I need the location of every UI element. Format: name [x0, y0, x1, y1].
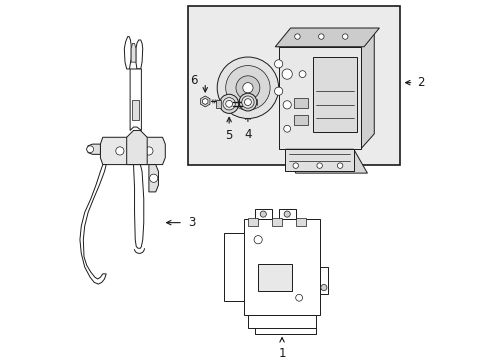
Circle shape	[292, 163, 298, 168]
Bar	[254, 209, 271, 219]
Circle shape	[244, 99, 251, 105]
Circle shape	[295, 294, 302, 301]
Circle shape	[283, 101, 291, 109]
Circle shape	[316, 163, 322, 168]
Circle shape	[225, 100, 232, 107]
Polygon shape	[285, 149, 366, 173]
Bar	[278, 47, 360, 149]
Bar	[293, 115, 307, 125]
Circle shape	[241, 96, 254, 108]
Text: 5: 5	[225, 130, 232, 143]
Bar	[319, 267, 327, 294]
Polygon shape	[126, 130, 147, 165]
Bar	[132, 100, 139, 120]
Polygon shape	[86, 144, 100, 154]
Bar	[278, 209, 295, 219]
Polygon shape	[80, 165, 106, 284]
Text: 6: 6	[190, 75, 197, 87]
Circle shape	[149, 174, 158, 183]
Polygon shape	[202, 98, 207, 104]
Bar	[247, 315, 316, 328]
Circle shape	[274, 87, 282, 95]
Polygon shape	[275, 28, 379, 47]
Polygon shape	[360, 31, 373, 149]
Bar	[244, 219, 319, 315]
Polygon shape	[124, 37, 131, 69]
Bar	[188, 6, 399, 165]
Circle shape	[299, 71, 305, 77]
Bar	[216, 100, 221, 108]
Bar	[285, 149, 353, 171]
Polygon shape	[133, 165, 143, 248]
Circle shape	[294, 34, 300, 39]
Bar	[224, 233, 271, 301]
Circle shape	[236, 76, 259, 100]
Circle shape	[144, 147, 153, 155]
Bar	[295, 217, 305, 226]
Polygon shape	[148, 165, 158, 192]
Text: 1: 1	[278, 347, 285, 360]
Circle shape	[129, 147, 137, 155]
Circle shape	[283, 125, 290, 132]
Polygon shape	[136, 40, 142, 69]
Text: 3: 3	[188, 216, 195, 229]
Polygon shape	[200, 96, 209, 107]
Circle shape	[284, 211, 290, 217]
Circle shape	[217, 57, 278, 118]
Circle shape	[337, 163, 342, 168]
Polygon shape	[130, 69, 141, 130]
Bar	[312, 57, 356, 132]
Bar	[271, 217, 282, 226]
Bar	[258, 264, 292, 291]
Polygon shape	[100, 137, 165, 165]
Bar	[293, 98, 307, 108]
Circle shape	[239, 93, 256, 111]
Circle shape	[219, 94, 238, 113]
Circle shape	[223, 98, 235, 110]
Circle shape	[225, 66, 269, 110]
Circle shape	[274, 60, 282, 68]
Circle shape	[282, 69, 292, 79]
Polygon shape	[131, 43, 136, 62]
Circle shape	[116, 147, 124, 155]
Bar	[247, 217, 258, 226]
Circle shape	[260, 211, 266, 217]
Polygon shape	[278, 31, 373, 47]
Circle shape	[318, 34, 324, 39]
Circle shape	[254, 235, 262, 244]
Circle shape	[86, 146, 93, 153]
Circle shape	[342, 34, 347, 39]
Text: 4: 4	[244, 128, 251, 141]
Circle shape	[243, 83, 252, 93]
Text: 2: 2	[416, 76, 424, 89]
Circle shape	[320, 284, 326, 291]
